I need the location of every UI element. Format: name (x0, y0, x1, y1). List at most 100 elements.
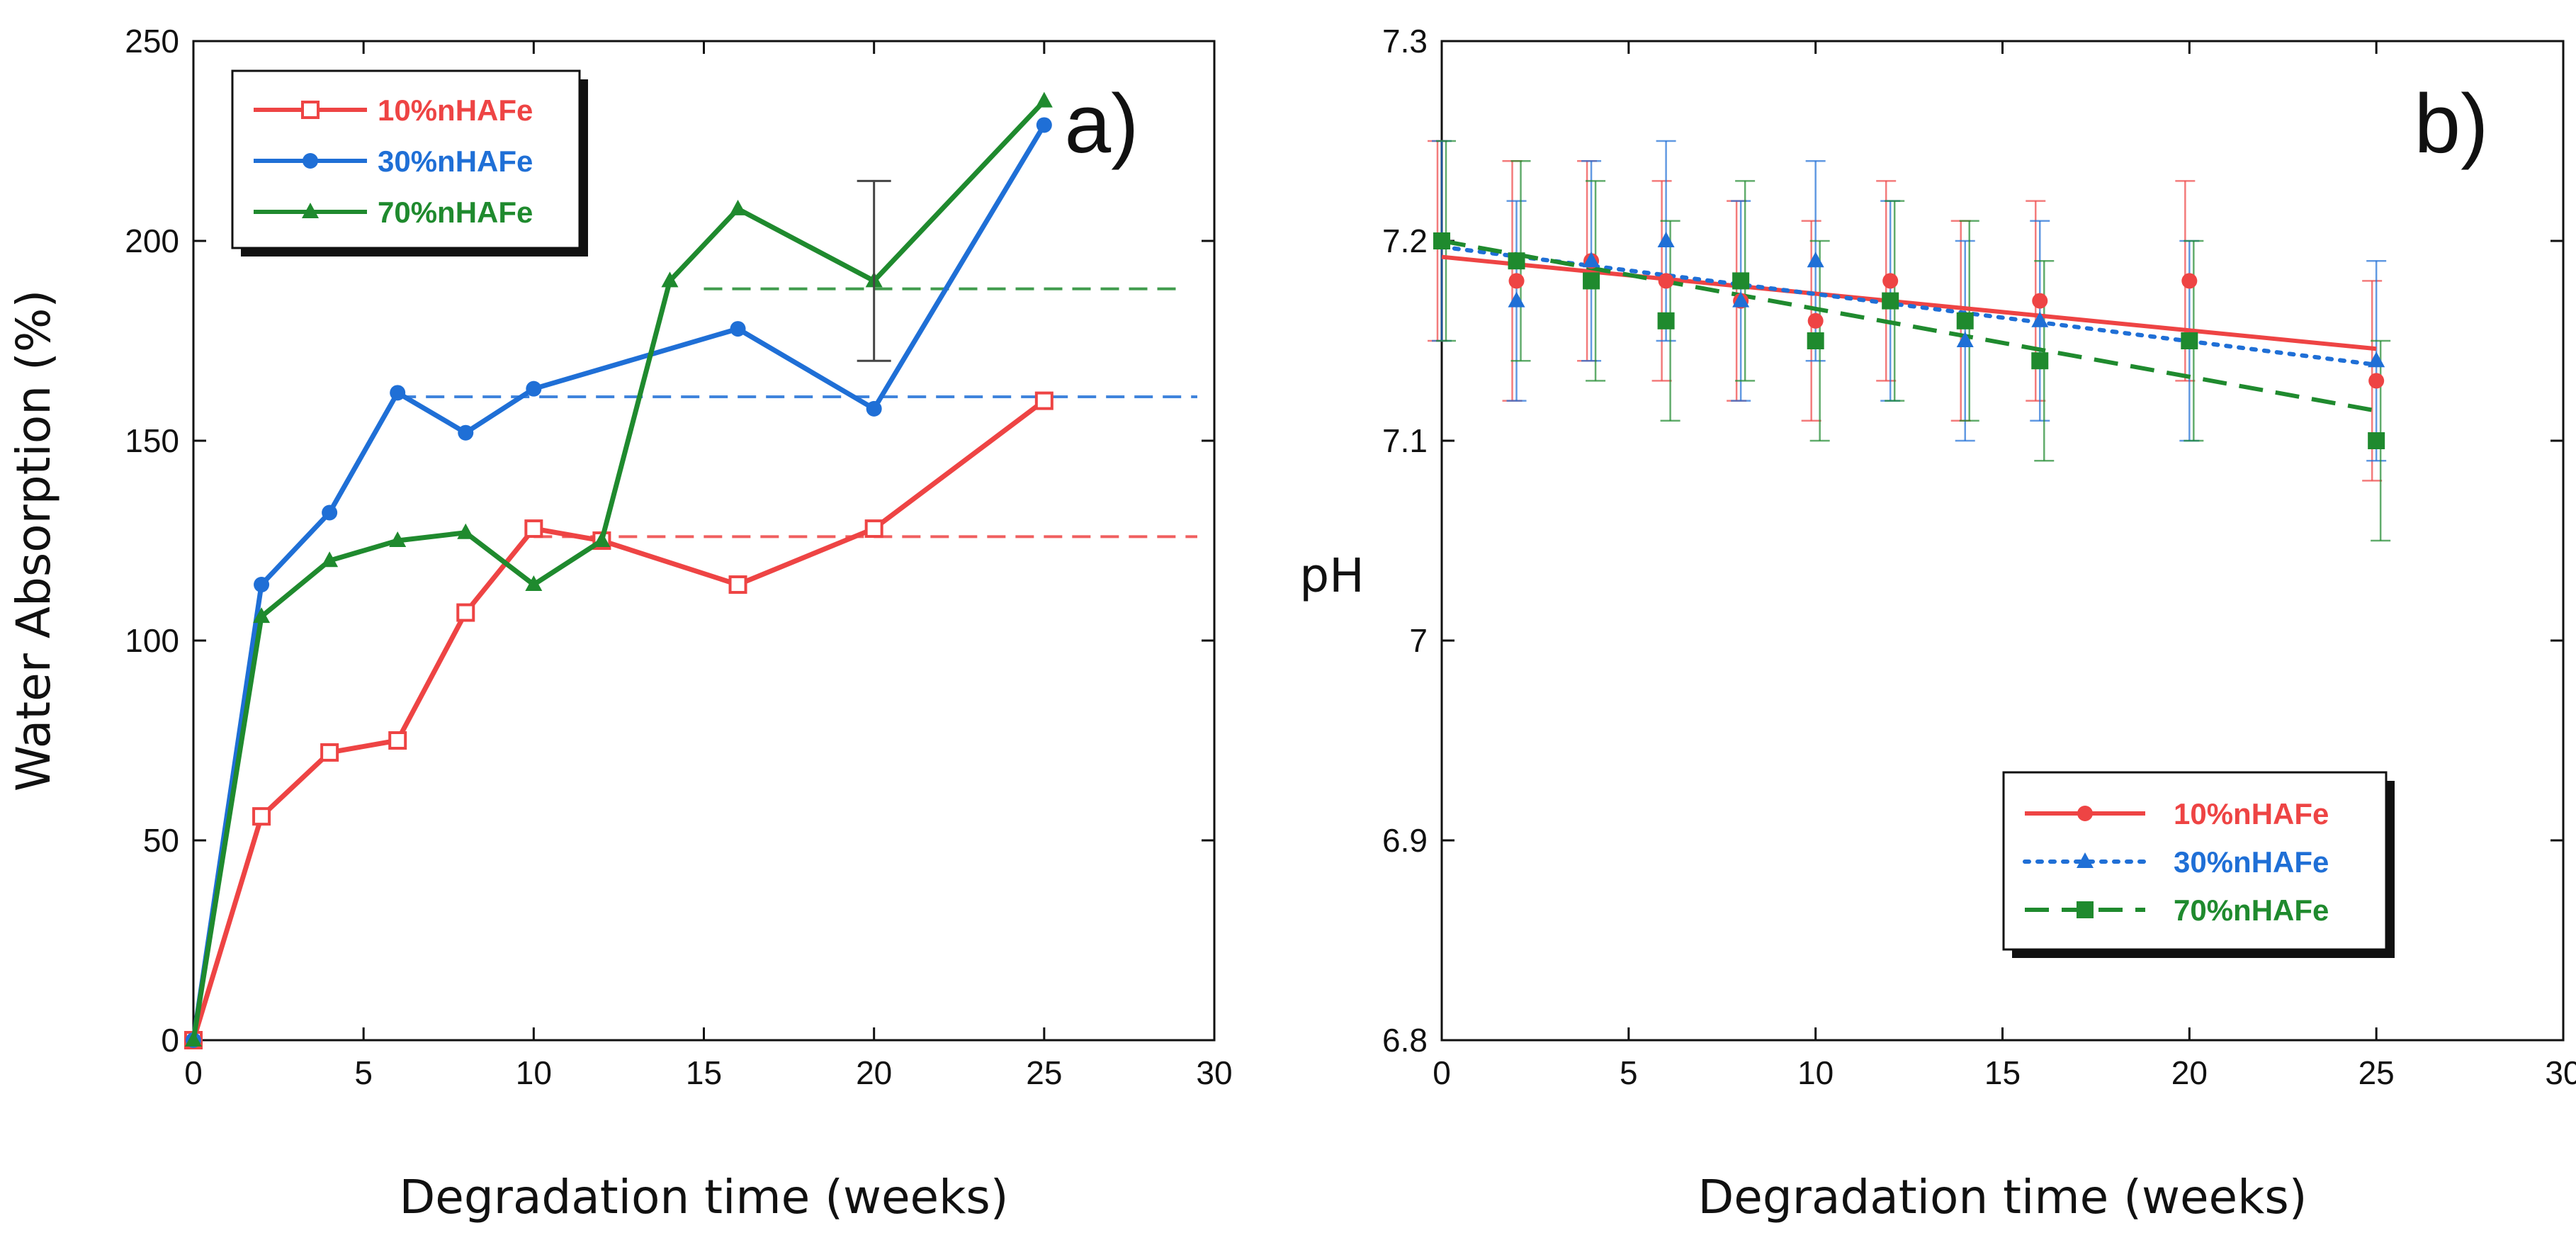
legend-marker (303, 153, 318, 169)
data-point (2181, 332, 2198, 349)
data-point (1882, 292, 1899, 310)
data-point (2368, 373, 2385, 389)
panel-a-y-tick-label: 250 (125, 23, 179, 60)
panel-label: b) (2414, 77, 2489, 171)
data-point (322, 505, 338, 521)
panel-b-y-tick-label: 6.9 (1382, 822, 1428, 859)
panel-a-x-tick-label: 0 (184, 1054, 203, 1091)
panel-a-x-tick-label: 20 (856, 1054, 892, 1091)
data-point (253, 607, 271, 624)
data-point (1036, 117, 1052, 133)
data-point (593, 531, 611, 547)
panel-a-y-tick-label: 100 (125, 622, 179, 659)
data-point (1956, 312, 1974, 329)
data-point (1732, 272, 1750, 290)
x-axis-title: Degradation time (weeks) (399, 1170, 1008, 1224)
legend-marker (2077, 901, 2094, 918)
data-point (254, 577, 270, 593)
data-point (2181, 273, 2198, 289)
panel-b-x-tick-label: 20 (2171, 1054, 2208, 1091)
data-point (1658, 273, 1674, 289)
data-point (1807, 312, 1824, 329)
data-point (525, 575, 543, 592)
data-point (1807, 252, 1824, 268)
panel-b-y-tick-label: 7.3 (1382, 23, 1428, 60)
legend-label: 70%nHAFe (378, 196, 533, 229)
series-line (191, 123, 1046, 1041)
panel-a-chart: 0 5 10 15 20 25 30 0 50 100 150 200 250 10%nHAFe 30%nH… (6, 23, 1233, 1224)
data-point (1732, 291, 1750, 308)
panel-a-y-tick-label: 50 (143, 822, 179, 859)
data-point (2368, 351, 2385, 368)
legend-label: 30%nHAFe (378, 145, 533, 178)
panel-b-y-tick-label: 6.8 (1382, 1022, 1428, 1059)
fit-line (1441, 239, 2377, 413)
legend-label: 70%nHAFe (2174, 894, 2329, 927)
data-point (2031, 352, 2049, 370)
data-point (1882, 273, 1899, 289)
panel-a-y-tick-label: 150 (125, 422, 179, 459)
y-axis-title: Water Absorption (%) (6, 290, 61, 792)
panel-b-y-tick-label: 7.1 (1382, 422, 1428, 459)
legend-marker (2077, 852, 2094, 868)
data-point (390, 385, 406, 401)
legend-marker (2077, 806, 2093, 821)
data-point (252, 807, 271, 826)
legend-marker (302, 203, 319, 218)
data-point (185, 1031, 202, 1047)
data-point (456, 603, 475, 622)
data-point (728, 575, 747, 594)
panel-b-x-tick-label: 10 (1797, 1054, 1834, 1091)
panel-a-x-tick-label: 5 (354, 1054, 373, 1091)
data-point (1508, 291, 1525, 308)
data-point (388, 731, 407, 750)
series-line (191, 398, 1046, 1042)
panel-label: a) (1065, 77, 1139, 171)
data-point (2368, 432, 2385, 449)
panel-a-x-tick-label: 25 (1026, 1054, 1062, 1091)
legend-label: 30%nHAFe (2174, 845, 2329, 879)
panel-b-y-tick-label: 7.2 (1382, 222, 1428, 259)
panel-b-x-tick-label: 5 (1620, 1054, 1638, 1091)
data-point (389, 531, 407, 547)
legend-label: 10%nHAFe (2174, 797, 2329, 830)
legend-label: 10%nHAFe (378, 94, 533, 127)
panel-b-x-tick-label: 0 (1433, 1054, 1451, 1091)
panel-b-y-tick-label: 7 (1409, 622, 1428, 659)
data-point (729, 199, 747, 215)
data-point (1508, 273, 1525, 289)
panel-a-x-tick-label: 30 (1196, 1054, 1232, 1091)
panel-a-y-tick-label: 200 (125, 222, 179, 259)
data-point (1583, 272, 1600, 290)
data-point (1034, 391, 1053, 410)
fit-line (1440, 244, 2379, 367)
legend-marker (301, 101, 320, 119)
data-point (458, 424, 474, 441)
data-point (320, 743, 339, 762)
fit-line (1441, 254, 2377, 351)
data-point (864, 519, 883, 539)
data-point (321, 551, 339, 568)
data-point (1583, 252, 1600, 268)
data-point (1433, 232, 1450, 249)
data-point (1657, 232, 1675, 247)
data-point (1657, 312, 1675, 329)
data-point (526, 381, 542, 397)
panel-b-x-tick-label: 30 (2545, 1054, 2576, 1091)
data-point (457, 523, 475, 539)
data-point (1035, 91, 1053, 108)
panel-b-chart: 0 5 10 15 20 25 30 6.8 6.9 7 7.1 7.2 7.3 10%nHAFe 30%n… (1299, 23, 2576, 1224)
data-point (1956, 332, 1974, 347)
panel-a-x-tick-label: 10 (516, 1054, 552, 1091)
panel-b-x-tick-label: 25 (2358, 1054, 2395, 1091)
data-point (1508, 252, 1525, 270)
panel-a-y-tick-label: 0 (161, 1022, 179, 1059)
data-point (524, 519, 543, 539)
panel-b-x-tick-label: 15 (1984, 1054, 2021, 1091)
panel-a-x-tick-label: 15 (686, 1054, 722, 1091)
data-point (730, 321, 746, 337)
y-axis-title: pH (1299, 548, 1365, 603)
x-axis-title: Degradation time (weeks) (1697, 1170, 2307, 1224)
data-point (866, 400, 882, 417)
